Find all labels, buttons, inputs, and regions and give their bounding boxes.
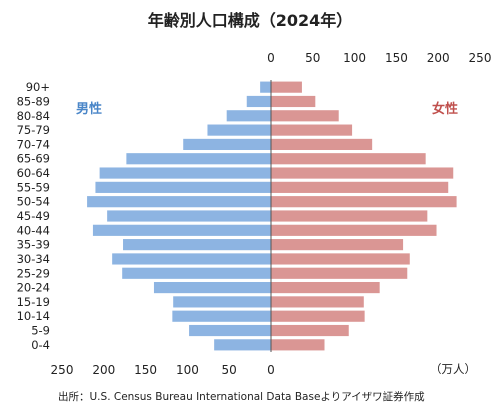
female-bar-70-74 xyxy=(271,138,373,151)
male-bar-50-54 xyxy=(87,196,271,208)
legend-female-label: 女性 xyxy=(432,101,458,117)
bottom-tick-50: 50 xyxy=(222,363,237,377)
female-bar-50-54 xyxy=(271,196,457,208)
male-bars xyxy=(87,81,272,351)
female-bar-90+ xyxy=(271,81,302,93)
male-bar-80-84 xyxy=(226,110,271,122)
male-bar-40-44 xyxy=(92,224,271,236)
female-bars xyxy=(271,81,457,351)
age-label-5-9: 5-9 xyxy=(31,324,50,338)
top-tick-150: 150 xyxy=(385,51,408,65)
male-bar-0-4 xyxy=(214,339,271,351)
age-label-30-34: 30-34 xyxy=(17,252,50,266)
female-bar-85-89 xyxy=(271,95,316,108)
female-bar-80-84 xyxy=(271,110,339,122)
age-label-60-64: 60-64 xyxy=(17,166,50,180)
female-bar-40-44 xyxy=(271,224,437,236)
age-label-80-84: 80-84 xyxy=(17,109,50,123)
age-label-20-24: 20-24 xyxy=(17,281,50,295)
male-bar-90+ xyxy=(260,81,271,93)
male-bar-35-39 xyxy=(123,239,271,251)
bottom-tick-100: 100 xyxy=(176,363,199,377)
female-bar-25-29 xyxy=(271,267,408,279)
male-bar-20-24 xyxy=(153,281,271,294)
age-label-75-79: 75-79 xyxy=(17,123,50,137)
age-label-0-4: 0-4 xyxy=(31,338,50,352)
source-note: 出所：U.S. Census Bureau International Data… xyxy=(58,390,425,403)
male-bar-15-19 xyxy=(173,296,271,308)
age-label-55-59: 55-59 xyxy=(17,180,50,194)
age-label-35-39: 35-39 xyxy=(17,238,50,252)
age-label-25-29: 25-29 xyxy=(17,266,50,280)
bottom-tick-250: 250 xyxy=(51,363,74,377)
male-bar-55-59 xyxy=(95,181,271,193)
female-bar-30-34 xyxy=(271,253,410,265)
male-bar-5-9 xyxy=(189,324,271,337)
age-label-40-44: 40-44 xyxy=(17,223,50,237)
age-group-labels: 90+85-8980-8475-7970-7465-6960-6455-5950… xyxy=(17,80,50,352)
female-bar-35-39 xyxy=(271,239,404,251)
female-bar-45-49 xyxy=(271,210,428,222)
top-tick-50: 50 xyxy=(305,51,320,65)
female-bar-75-79 xyxy=(271,124,353,136)
male-bar-25-29 xyxy=(122,267,271,279)
age-label-15-19: 15-19 xyxy=(17,295,50,309)
age-label-85-89: 85-89 xyxy=(17,94,50,108)
male-bar-10-14 xyxy=(172,310,271,322)
legend-male-label: 男性 xyxy=(76,101,102,117)
male-bar-65-69 xyxy=(126,153,271,165)
female-bar-10-14 xyxy=(271,310,365,322)
male-bar-85-89 xyxy=(246,95,271,108)
female-bar-65-69 xyxy=(271,153,426,165)
x-axis-bottom: 250 200 150 100 50 0 xyxy=(51,363,275,377)
chart-title: 年齢別人口構成（2024年） xyxy=(148,11,353,30)
top-tick-250: 250 xyxy=(469,51,492,65)
female-bar-0-4 xyxy=(271,339,325,351)
female-bar-15-19 xyxy=(271,296,364,308)
top-tick-0: 0 xyxy=(267,51,275,65)
bottom-tick-0: 0 xyxy=(267,363,275,377)
age-label-70-74: 70-74 xyxy=(17,137,50,151)
top-tick-200: 200 xyxy=(427,51,450,65)
female-bar-55-59 xyxy=(271,181,449,193)
x-axis-top: 0 50 100 150 200 250 xyxy=(267,51,491,65)
male-bar-60-64 xyxy=(99,167,272,179)
male-bar-70-74 xyxy=(183,138,271,151)
top-tick-100: 100 xyxy=(343,51,366,65)
male-bar-30-34 xyxy=(112,253,271,265)
bottom-tick-200: 200 xyxy=(92,363,115,377)
female-bar-20-24 xyxy=(271,281,380,294)
male-bar-45-49 xyxy=(107,210,271,222)
bottom-tick-150: 150 xyxy=(134,363,157,377)
female-bar-5-9 xyxy=(271,324,349,337)
female-bar-60-64 xyxy=(271,167,454,179)
age-label-10-14: 10-14 xyxy=(17,309,50,323)
age-label-65-69: 65-69 xyxy=(17,152,50,166)
age-label-45-49: 45-49 xyxy=(17,209,50,223)
age-label-90+: 90+ xyxy=(26,80,50,94)
unit-label: （万人） xyxy=(430,362,476,376)
age-label-50-54: 50-54 xyxy=(17,195,50,209)
male-bar-75-79 xyxy=(207,124,271,136)
